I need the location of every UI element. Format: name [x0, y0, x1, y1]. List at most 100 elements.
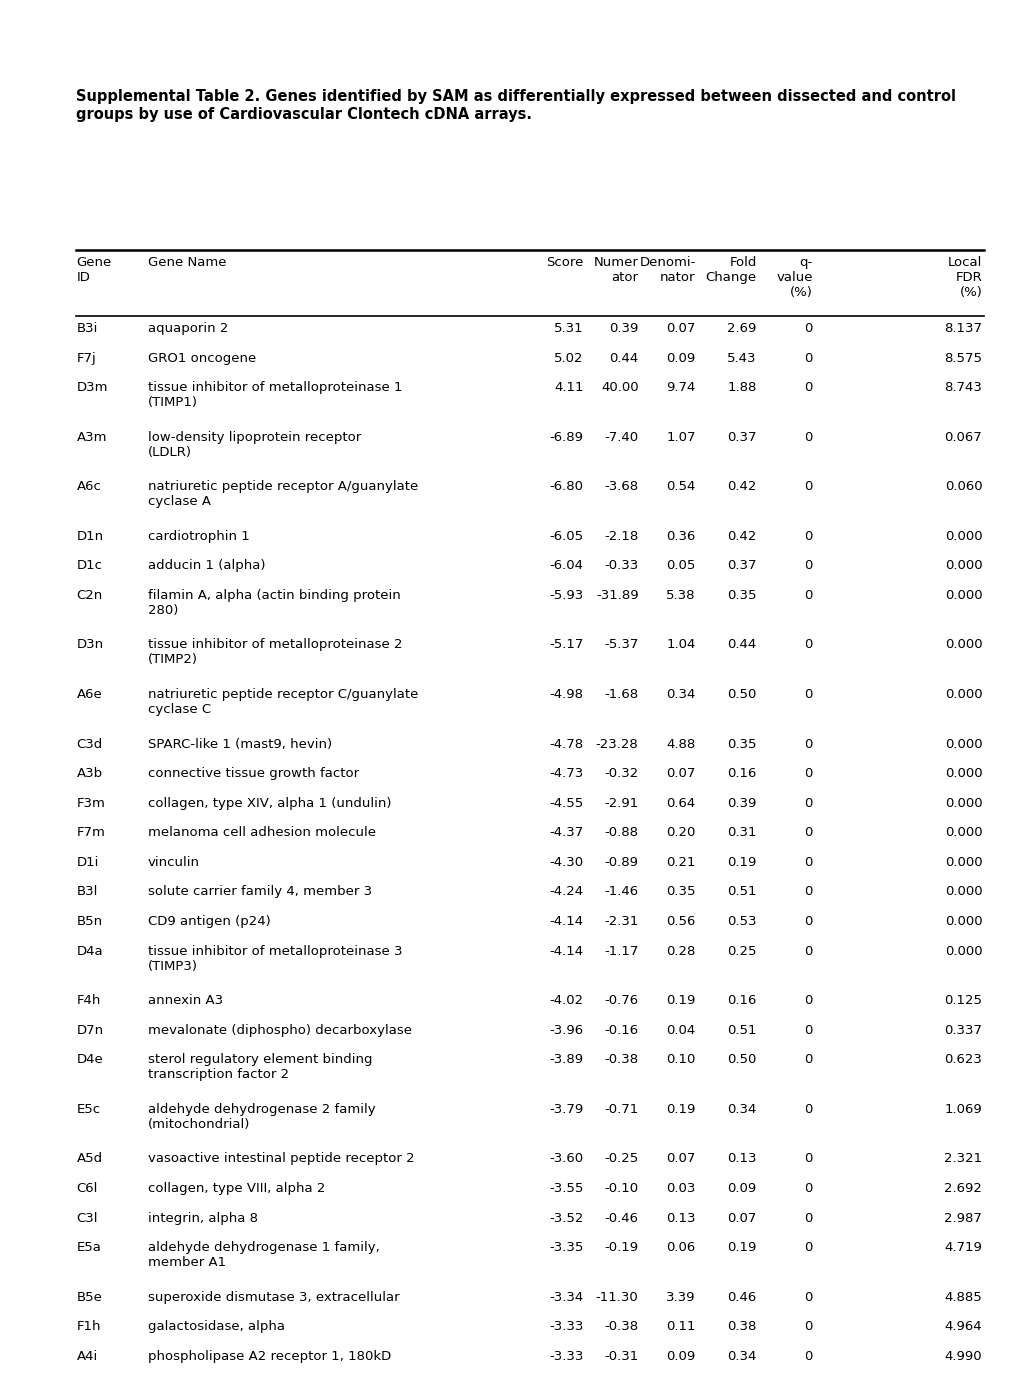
Text: -2.91: -2.91: [603, 797, 638, 809]
Text: -4.14: -4.14: [549, 915, 583, 927]
Text: -4.98: -4.98: [549, 688, 583, 700]
Text: 0.067: 0.067: [944, 431, 981, 443]
Text: 0: 0: [804, 827, 812, 839]
Text: 0.000: 0.000: [944, 768, 981, 780]
Text: 0: 0: [804, 1024, 812, 1036]
Text: 4.11: 4.11: [553, 381, 583, 394]
Text: 0.28: 0.28: [665, 945, 695, 958]
Text: 0: 0: [804, 530, 812, 542]
Text: -4.73: -4.73: [548, 768, 583, 780]
Text: 0.35: 0.35: [727, 589, 756, 601]
Text: A4i: A4i: [76, 1350, 98, 1362]
Text: C6l: C6l: [76, 1182, 98, 1194]
Text: 0.13: 0.13: [665, 1212, 695, 1225]
Text: F7j: F7j: [76, 351, 96, 365]
Text: 0.38: 0.38: [727, 1321, 756, 1333]
Text: 0.20: 0.20: [665, 827, 695, 839]
Text: -5.93: -5.93: [548, 589, 583, 601]
Text: A6c: A6c: [76, 480, 101, 493]
Text: vasoactive intestinal peptide receptor 2: vasoactive intestinal peptide receptor 2: [148, 1153, 414, 1165]
Text: A6e: A6e: [76, 688, 102, 700]
Text: 0.37: 0.37: [727, 431, 756, 443]
Text: 0.000: 0.000: [944, 797, 981, 809]
Text: -2.31: -2.31: [603, 915, 638, 927]
Text: 0.21: 0.21: [665, 856, 695, 868]
Text: -4.55: -4.55: [548, 797, 583, 809]
Text: 0.000: 0.000: [944, 886, 981, 899]
Text: -3.34: -3.34: [548, 1291, 583, 1303]
Text: 0: 0: [804, 1054, 812, 1066]
Text: natriuretic peptide receptor A/guanylate
cyclase A: natriuretic peptide receptor A/guanylate…: [148, 480, 418, 508]
Text: 0.000: 0.000: [944, 589, 981, 601]
Text: vinculin: vinculin: [148, 856, 200, 868]
Text: D1c: D1c: [76, 560, 102, 572]
Text: -0.16: -0.16: [604, 1024, 638, 1036]
Text: -0.25: -0.25: [603, 1153, 638, 1165]
Text: 0.36: 0.36: [665, 530, 695, 542]
Text: 0.07: 0.07: [727, 1212, 756, 1225]
Text: -3.79: -3.79: [548, 1104, 583, 1116]
Text: -11.30: -11.30: [595, 1291, 638, 1303]
Text: D3n: D3n: [76, 638, 104, 651]
Text: 0.34: 0.34: [665, 688, 695, 700]
Text: 0.07: 0.07: [665, 1153, 695, 1165]
Text: 4.719: 4.719: [944, 1241, 981, 1254]
Text: 0: 0: [804, 351, 812, 365]
Text: D1n: D1n: [76, 530, 104, 542]
Text: 0.000: 0.000: [944, 688, 981, 700]
Text: 0.337: 0.337: [944, 1024, 981, 1036]
Text: 0: 0: [804, 1291, 812, 1303]
Text: -0.38: -0.38: [604, 1321, 638, 1333]
Text: 0.42: 0.42: [727, 480, 756, 493]
Text: 2.987: 2.987: [944, 1212, 981, 1225]
Text: 0: 0: [804, 638, 812, 651]
Text: CD9 antigen (p24): CD9 antigen (p24): [148, 915, 270, 927]
Text: 0.000: 0.000: [944, 638, 981, 651]
Text: 0.44: 0.44: [608, 351, 638, 365]
Text: -4.14: -4.14: [549, 945, 583, 958]
Text: 0.623: 0.623: [944, 1054, 981, 1066]
Text: 0.125: 0.125: [944, 995, 981, 1007]
Text: 4.990: 4.990: [944, 1350, 981, 1362]
Text: connective tissue growth factor: connective tissue growth factor: [148, 768, 359, 780]
Text: -31.89: -31.89: [595, 589, 638, 601]
Text: collagen, type VIII, alpha 2: collagen, type VIII, alpha 2: [148, 1182, 325, 1194]
Text: tissue inhibitor of metalloproteinase 1
(TIMP1): tissue inhibitor of metalloproteinase 1 …: [148, 381, 403, 409]
Text: -6.80: -6.80: [549, 480, 583, 493]
Text: adducin 1 (alpha): adducin 1 (alpha): [148, 560, 265, 572]
Text: 0: 0: [804, 797, 812, 809]
Text: 3.39: 3.39: [665, 1291, 695, 1303]
Text: 9.74: 9.74: [665, 381, 695, 394]
Text: 0: 0: [804, 945, 812, 958]
Text: aquaporin 2: aquaporin 2: [148, 322, 228, 334]
Text: aldehyde dehydrogenase 2 family
(mitochondrial): aldehyde dehydrogenase 2 family (mitocho…: [148, 1104, 375, 1131]
Text: 0.03: 0.03: [665, 1182, 695, 1194]
Text: 0.000: 0.000: [944, 827, 981, 839]
Text: SPARC-like 1 (mast9, hevin): SPARC-like 1 (mast9, hevin): [148, 738, 332, 750]
Text: 8.137: 8.137: [944, 322, 981, 334]
Text: sterol regulatory element binding
transcription factor 2: sterol regulatory element binding transc…: [148, 1054, 372, 1082]
Text: -3.55: -3.55: [548, 1182, 583, 1194]
Text: 0: 0: [804, 322, 812, 334]
Text: C3l: C3l: [76, 1212, 98, 1225]
Text: 5.02: 5.02: [553, 351, 583, 365]
Text: tissue inhibitor of metalloproteinase 2
(TIMP2): tissue inhibitor of metalloproteinase 2 …: [148, 638, 403, 666]
Text: -0.88: -0.88: [604, 827, 638, 839]
Text: -1.17: -1.17: [603, 945, 638, 958]
Text: -2.18: -2.18: [603, 530, 638, 542]
Text: 0.35: 0.35: [727, 738, 756, 750]
Text: GRO1 oncogene: GRO1 oncogene: [148, 351, 256, 365]
Text: D4e: D4e: [76, 1054, 103, 1066]
Text: 0.19: 0.19: [665, 995, 695, 1007]
Text: 0.54: 0.54: [665, 480, 695, 493]
Text: 0: 0: [804, 560, 812, 572]
Text: E5c: E5c: [76, 1104, 101, 1116]
Text: 0: 0: [804, 1321, 812, 1333]
Text: -5.17: -5.17: [548, 638, 583, 651]
Text: 0.16: 0.16: [727, 768, 756, 780]
Text: 0.000: 0.000: [944, 945, 981, 958]
Text: 0: 0: [804, 480, 812, 493]
Text: -4.30: -4.30: [549, 856, 583, 868]
Text: tissue inhibitor of metalloproteinase 3
(TIMP3): tissue inhibitor of metalloproteinase 3 …: [148, 945, 403, 973]
Text: -0.33: -0.33: [603, 560, 638, 572]
